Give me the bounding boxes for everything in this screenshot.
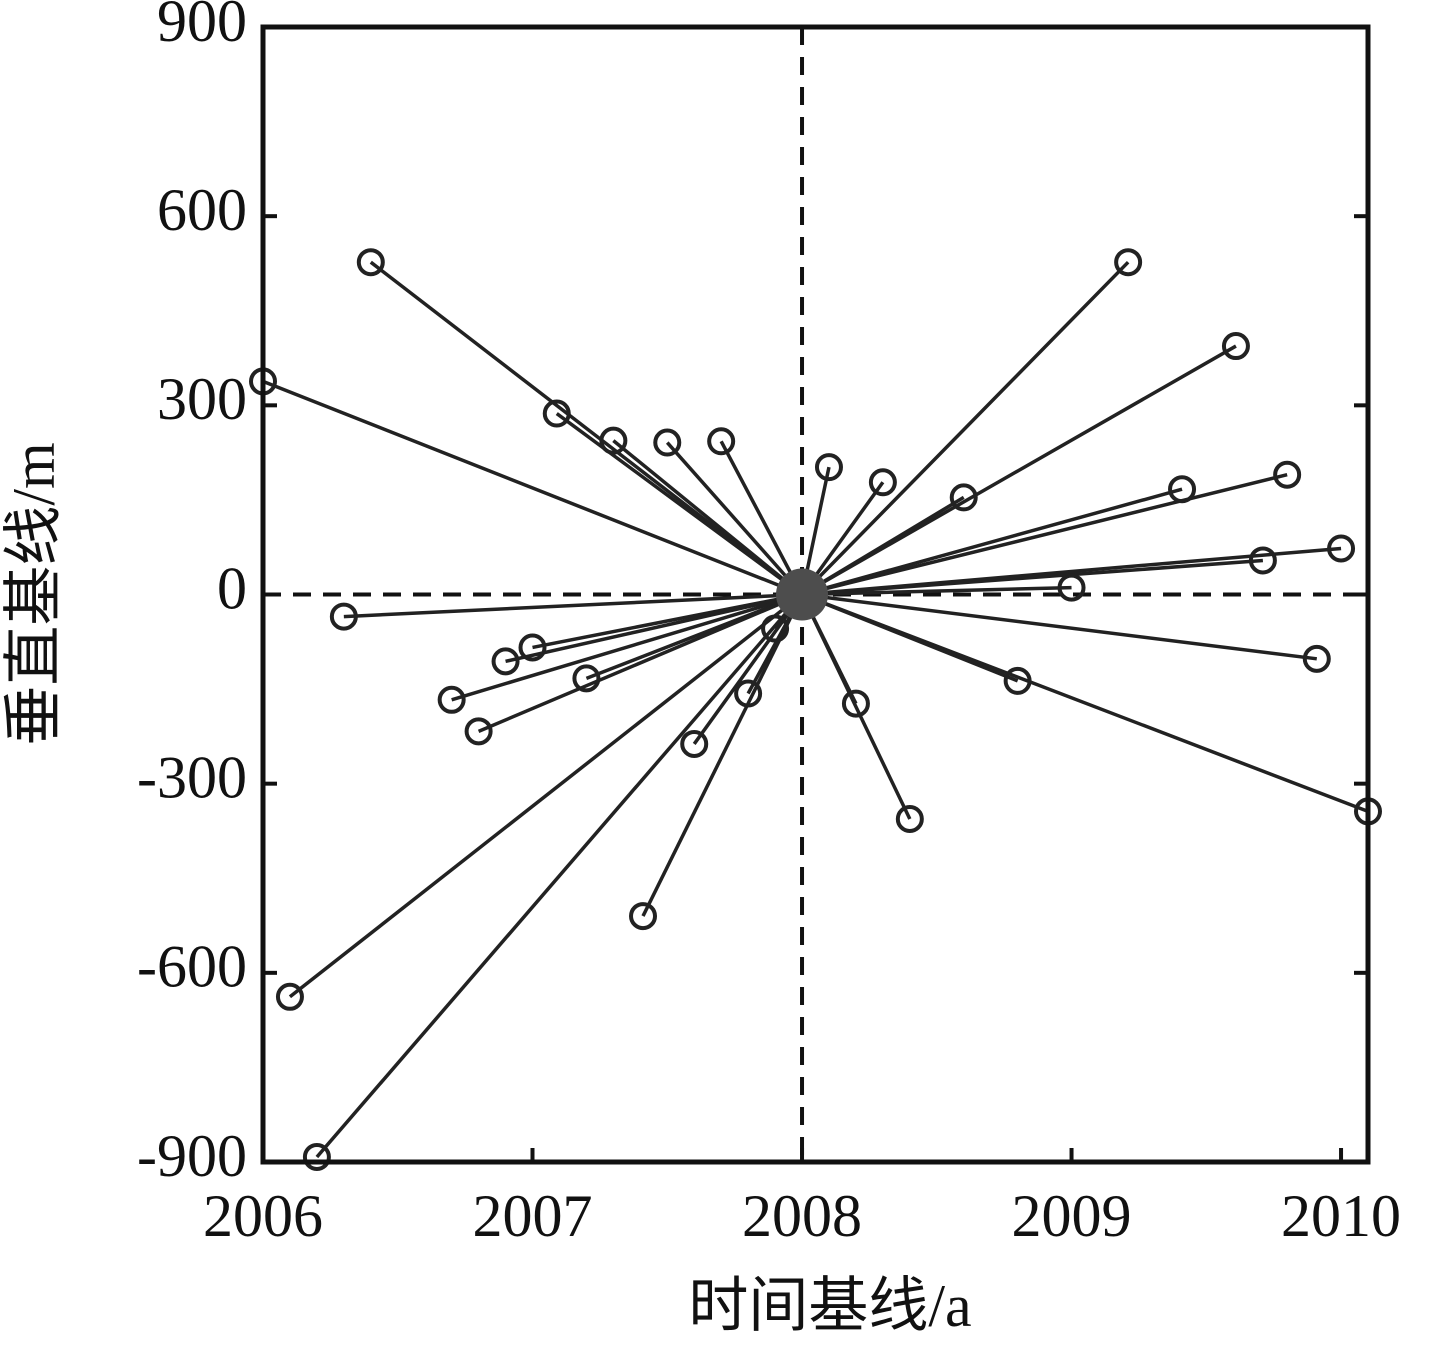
slave-point — [707, 427, 736, 456]
baseline-link — [262, 379, 803, 597]
baseline-link — [369, 260, 804, 596]
slave-point — [814, 453, 843, 482]
baseline-link — [801, 344, 1237, 597]
baseline-link — [801, 472, 1288, 597]
x-tick-label: 2009 — [1012, 1183, 1132, 1249]
baseline-link — [665, 441, 804, 596]
slave-point — [542, 399, 571, 428]
baseline-link — [315, 593, 804, 1159]
baseline-link — [343, 592, 803, 619]
slave-point — [1003, 666, 1032, 695]
y-axis-title: 垂直基线/m — [1, 442, 67, 745]
y-tick-label: 300 — [157, 366, 247, 432]
slave-point — [599, 426, 628, 455]
slave-point — [329, 602, 358, 631]
slave-point — [1327, 534, 1356, 563]
slave-point — [1302, 644, 1331, 673]
slave-point — [302, 1142, 331, 1171]
x-tick-label: 2006 — [203, 1183, 323, 1249]
slave-point — [895, 804, 924, 833]
slave-point — [437, 685, 466, 714]
master-point — [776, 568, 829, 621]
baseline-link — [555, 412, 804, 596]
x-tick-label: 2010 — [1281, 1183, 1401, 1249]
y-tick-label: 600 — [157, 177, 247, 243]
slave-point — [680, 729, 709, 758]
baseline-link — [288, 593, 804, 999]
slave-point — [356, 248, 385, 277]
slave-point — [464, 717, 493, 746]
baseline-link — [801, 592, 1369, 814]
slave-point — [275, 982, 304, 1011]
slave-point — [761, 614, 790, 643]
y-tick-label: 0 — [217, 555, 247, 621]
slave-point — [653, 428, 682, 457]
slave-point — [1248, 546, 1277, 575]
baseline-link — [451, 592, 803, 702]
slave-point — [572, 664, 601, 693]
slave-point — [949, 483, 978, 512]
baseline-link — [505, 592, 803, 664]
slave-point — [1057, 573, 1086, 602]
slave-point — [841, 689, 870, 718]
slave-point — [1168, 475, 1197, 504]
baseline-link — [612, 439, 804, 596]
slave-point — [518, 633, 547, 662]
x-axis-title: 时间基线/a — [688, 1273, 971, 1339]
slave-point — [868, 468, 897, 497]
x-tick-label: 2007 — [473, 1183, 593, 1249]
slave-point — [1114, 248, 1143, 277]
x-tick-label: 2008 — [742, 1183, 862, 1249]
baseline-link — [477, 592, 803, 733]
baseline-link — [801, 592, 1318, 661]
baseline-link — [800, 260, 1130, 596]
y-tick-label: -300 — [137, 744, 247, 810]
baseline-link — [641, 593, 804, 917]
y-tick-label: 900 — [157, 0, 247, 54]
slave-point — [629, 902, 658, 931]
plot-frame — [260, 24, 1371, 1165]
baseline-link — [719, 440, 804, 596]
y-tick-label: -600 — [137, 934, 247, 1000]
y-tick-label: -900 — [137, 1123, 247, 1189]
slave-point — [1273, 460, 1302, 489]
baseline-link — [800, 593, 912, 820]
baseline-link — [801, 585, 1072, 597]
baseline-link — [801, 487, 1183, 597]
slave-point — [491, 647, 520, 676]
slave-point — [1221, 332, 1250, 361]
slave-point — [734, 679, 763, 708]
